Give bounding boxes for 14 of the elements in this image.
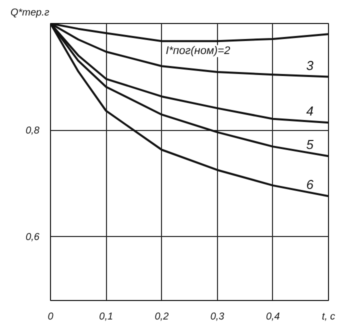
- y-tick-label: 0,8: [26, 126, 40, 137]
- x-tick-label: 0: [48, 312, 54, 322]
- series-label: 6: [306, 177, 314, 192]
- x-axis-title: t, c: [322, 312, 336, 322]
- x-tick-label: 0,3: [210, 312, 225, 322]
- x-tick-label: 0,1: [99, 312, 114, 322]
- series-label: 4: [306, 104, 314, 119]
- y-axis-title: Q*тер.г: [10, 8, 50, 18]
- series-label: 5: [306, 137, 314, 152]
- series-label: I*пог(ном)=2: [166, 45, 230, 58]
- series-label: 3: [306, 58, 314, 73]
- x-tick-label: 0,4: [266, 312, 280, 322]
- y-tick-label: 0,6: [26, 232, 40, 244]
- x-tick-label: 0,2: [154, 312, 170, 322]
